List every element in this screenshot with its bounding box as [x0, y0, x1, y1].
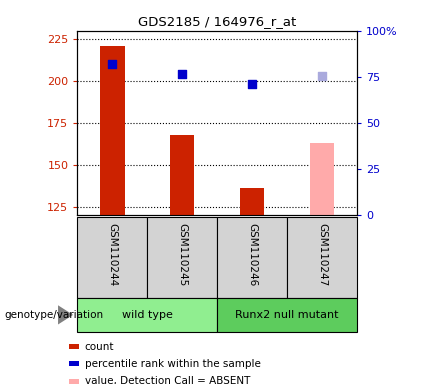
Point — [179, 71, 186, 77]
Text: Runx2 null mutant: Runx2 null mutant — [235, 310, 339, 320]
Bar — [69, 344, 79, 349]
Text: genotype/variation: genotype/variation — [4, 310, 104, 320]
Title: GDS2185 / 164976_r_at: GDS2185 / 164976_r_at — [138, 15, 296, 28]
Text: wild type: wild type — [122, 310, 173, 320]
Bar — [287, 217, 357, 298]
Point — [249, 81, 255, 88]
Text: value, Detection Call = ABSENT: value, Detection Call = ABSENT — [85, 376, 250, 384]
Bar — [77, 298, 217, 332]
Point — [109, 61, 116, 67]
Bar — [69, 379, 79, 384]
Bar — [100, 46, 125, 215]
Text: percentile rank within the sample: percentile rank within the sample — [85, 359, 261, 369]
Bar — [147, 217, 217, 298]
Bar — [217, 298, 357, 332]
Point — [319, 73, 326, 79]
Text: GSM110247: GSM110247 — [317, 223, 327, 287]
Bar — [217, 217, 287, 298]
Text: GSM110246: GSM110246 — [247, 223, 257, 287]
Bar — [77, 217, 147, 298]
Bar — [240, 188, 264, 215]
Bar — [170, 135, 194, 215]
Text: GSM110244: GSM110244 — [108, 223, 117, 287]
Text: count: count — [85, 342, 114, 352]
Bar — [310, 143, 334, 215]
Bar — [69, 361, 79, 366]
Text: GSM110245: GSM110245 — [177, 223, 187, 287]
